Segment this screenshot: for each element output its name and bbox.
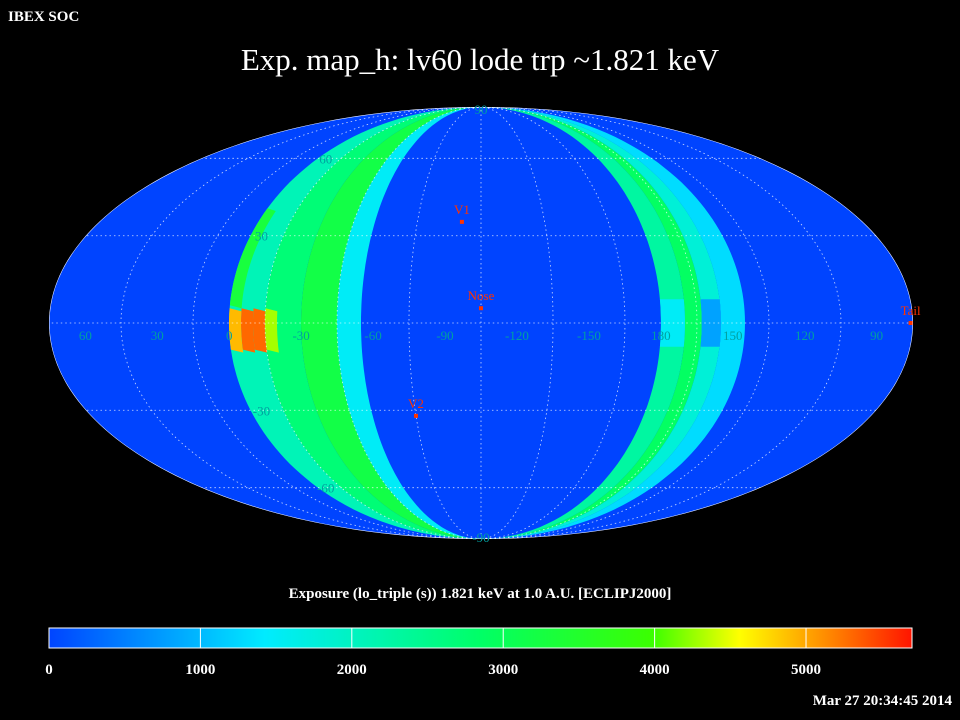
longitude-label: -90 xyxy=(436,328,453,343)
colorbar-label: Exposure (lo_triple (s)) 1.821 keV at 1.… xyxy=(288,586,672,602)
colorbar-tick-label: 4000 xyxy=(640,662,670,678)
latitude-label: -60 xyxy=(317,481,334,496)
exposure-band-1 xyxy=(265,107,481,539)
markers: V1 Nose V2 Tail xyxy=(408,202,921,418)
latitude-label: 90 xyxy=(475,102,488,117)
exposure-cell-6 xyxy=(700,299,721,347)
colorbar: 0 1000 2000 3000 4000 5000 xyxy=(45,627,913,678)
marker-nose-point xyxy=(479,306,483,311)
exposure-cell-1 xyxy=(229,308,244,353)
longitude-label: -60 xyxy=(364,328,381,343)
marker-v1-label: V1 xyxy=(454,202,470,217)
exposure-bands xyxy=(229,107,745,539)
meridian-line xyxy=(480,107,554,539)
exposure-band-3 xyxy=(337,107,481,539)
colorbar-tick-label: 1000 xyxy=(185,662,215,678)
latitude-label: -90 xyxy=(472,530,489,545)
latitude-label: -30 xyxy=(253,403,270,418)
colorbar-tick-label: 2000 xyxy=(337,662,367,678)
exposure-cell-3 xyxy=(265,308,279,353)
exposure-band-0 xyxy=(229,107,481,539)
meridian-line xyxy=(408,107,482,539)
longitude-label: 90 xyxy=(870,328,883,343)
longitude-label: 60 xyxy=(79,328,92,343)
exposure-cell-2 xyxy=(253,308,267,353)
exposure-band-2 xyxy=(301,107,481,539)
longitude-labels: 60 30 0 -30 -60 -90 -120 -150 180 150 120 90 xyxy=(79,328,883,343)
longitude-label: -120 xyxy=(505,328,529,343)
marker-tail-label: Tail xyxy=(901,303,921,318)
org-label: IBEX SOC xyxy=(8,9,80,25)
exposure-cell-5 xyxy=(659,299,685,347)
meridian-line xyxy=(120,107,482,539)
meridian-line xyxy=(480,107,842,539)
longitude-label: -150 xyxy=(577,328,601,343)
latitude-labels: 90 60 30 -30 -60 -90 xyxy=(253,102,490,545)
marker-nose-label: Nose xyxy=(468,288,495,303)
marker-v2-point xyxy=(413,413,418,418)
colorbar-tick-label: 0 xyxy=(45,662,53,678)
longitude-label: 180 xyxy=(651,328,671,343)
longitude-label: 30 xyxy=(151,328,164,343)
meridian-line xyxy=(480,107,770,539)
latitude-label: 30 xyxy=(255,229,268,244)
colorbar-tick-label: 3000 xyxy=(488,662,518,678)
meridian-line xyxy=(264,107,482,539)
marker-v2-label: V2 xyxy=(408,396,424,411)
colorbar-gradient xyxy=(48,627,913,649)
timestamp: Mar 27 20:34:45 2014 xyxy=(812,693,952,709)
longitude-label: 150 xyxy=(723,328,743,343)
colorbar-tick-label: 5000 xyxy=(791,662,821,678)
exposure-cell-0 xyxy=(241,308,256,353)
marker-tail-point xyxy=(908,321,913,325)
meridian-line xyxy=(480,107,698,539)
exposure-cell-4 xyxy=(229,208,276,309)
longitude-label: 0 xyxy=(226,328,233,343)
latitude-label: 60 xyxy=(319,151,332,166)
longitude-label: -30 xyxy=(292,328,309,343)
graticule xyxy=(49,107,913,539)
map-title: Exp. map_h: lv60 lode trp ~1.821 keV xyxy=(240,42,720,77)
meridian-line xyxy=(192,107,482,539)
longitude-label: 120 xyxy=(795,328,815,343)
marker-v1-point xyxy=(459,219,464,224)
